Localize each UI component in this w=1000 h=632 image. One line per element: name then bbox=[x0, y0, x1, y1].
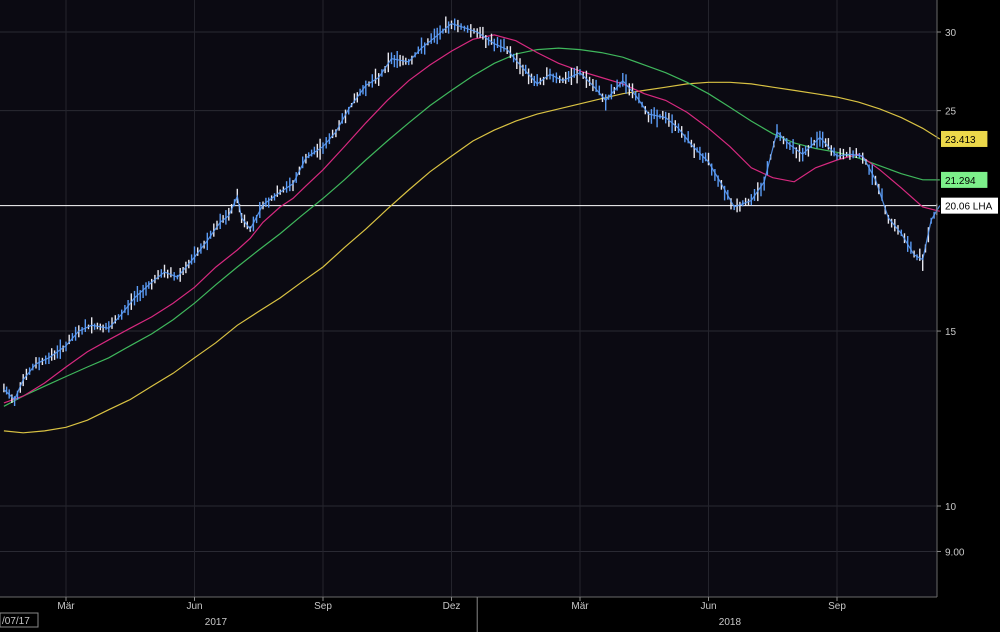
value-tag-bg bbox=[941, 130, 988, 147]
x-tick-label: Sep bbox=[314, 601, 332, 612]
start-date-box bbox=[0, 612, 39, 628]
series-group bbox=[3, 16, 941, 434]
x-tick-label: Sep bbox=[828, 601, 846, 612]
value-tag-label: 21.294 bbox=[945, 176, 976, 187]
y-tick-label: 10 bbox=[945, 502, 957, 513]
value-tag-bg bbox=[941, 171, 988, 188]
price-series bbox=[3, 16, 941, 406]
y-tick-label: 30 bbox=[945, 28, 957, 39]
x-tick-label: Mär bbox=[571, 601, 589, 612]
y-tick-label: 15 bbox=[945, 327, 957, 338]
x-year-label: 2018 bbox=[719, 617, 742, 628]
value-tag-bg bbox=[941, 197, 998, 214]
grid bbox=[0, 0, 937, 597]
moving-average-line-3 bbox=[3, 81, 941, 434]
plot-area bbox=[0, 0, 937, 597]
y-tick-label: 9.00 bbox=[945, 547, 965, 558]
start-date-label: /07/17 bbox=[2, 616, 30, 627]
price-line bbox=[3, 22, 941, 401]
x-tick-label: Jun bbox=[186, 601, 202, 612]
value-tag-label: 23.413 bbox=[945, 135, 976, 146]
x-tick-label: Mär bbox=[57, 601, 75, 612]
y-tick-label: 25 bbox=[945, 107, 957, 118]
right-value-tags: 23.413 21.294 20.06 LHA bbox=[941, 130, 998, 214]
y-tick-labels: 30 25 15 10 9.00 bbox=[937, 28, 965, 558]
value-tag-label: 20.06 LHA bbox=[945, 202, 993, 213]
x-year-label: 2017 bbox=[205, 617, 228, 628]
moving-average-line-1 bbox=[3, 34, 940, 404]
x-tick-labels: Mär Jun Sep Dez Mär Jun Sep 2017 2018 bbox=[57, 597, 846, 632]
x-tick-label: Jun bbox=[700, 601, 716, 612]
x-tick-label: Dez bbox=[443, 601, 461, 612]
